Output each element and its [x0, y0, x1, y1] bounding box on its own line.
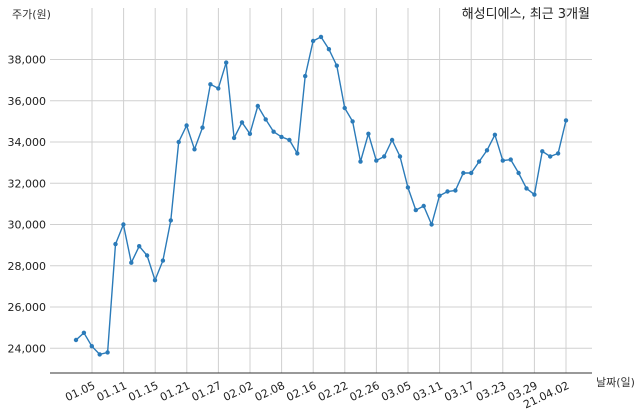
price-point: [508, 157, 513, 162]
price-point: [476, 159, 482, 164]
x-tick-labels: 01.0501.1101.1501.2101.2702.0202.0802.16…: [63, 379, 571, 411]
y-tick-labels: 24,000 26,000 28,000 30,000 32,000 34,000 36,0…: [8, 54, 47, 356]
price-point: [342, 105, 347, 111]
price-point: [184, 123, 189, 128]
price-point: [208, 82, 213, 87]
price-point: [413, 207, 418, 213]
y-tick-label: 38,000: [8, 54, 47, 67]
price-point: [469, 170, 474, 176]
price-point: [310, 38, 316, 44]
x-tick-label: 02.08: [253, 379, 287, 404]
price-point: [453, 188, 458, 193]
price-point: [200, 125, 205, 130]
price-point: [97, 352, 102, 357]
price-point: [287, 137, 292, 143]
chart-title: 해성디에스, 최근 3개월: [462, 7, 590, 22]
price-point: [516, 170, 521, 176]
price-point: [224, 60, 229, 65]
price-point: [500, 158, 505, 163]
x-tick-label: 02.16: [284, 379, 318, 404]
price-point: [382, 154, 387, 159]
price-point: [318, 34, 324, 40]
y-tick-label: 36,000: [8, 95, 47, 108]
y-tick-label: 28,000: [8, 260, 47, 273]
price-point: [255, 103, 260, 109]
price-point: [350, 119, 355, 124]
price-point: [484, 148, 490, 153]
price-point: [445, 189, 450, 194]
price-point: [121, 222, 126, 227]
price-point: [429, 222, 434, 227]
price-point: [105, 350, 110, 355]
x-axis-label: 날짜(일): [596, 375, 635, 389]
x-tick-label: 01.05: [63, 379, 97, 404]
y-tick-label: 34,000: [8, 136, 47, 149]
price-point: [239, 120, 245, 125]
price-point: [137, 244, 142, 249]
price-point: [144, 253, 150, 258]
x-tick-label: 01.11: [95, 379, 129, 404]
price-point: [358, 159, 363, 164]
y-tick-label: 32,000: [8, 177, 47, 190]
price-series: [73, 34, 569, 357]
x-tick-label: 02.26: [348, 379, 382, 404]
grid-lines: [50, 8, 592, 373]
y-tick-label: 26,000: [8, 301, 47, 314]
price-point: [271, 129, 276, 134]
price-point: [216, 86, 221, 91]
price-point: [113, 241, 118, 247]
price-point: [192, 147, 197, 152]
price-point: [548, 154, 553, 159]
price-point: [374, 158, 379, 163]
price-point: [231, 135, 237, 141]
price-point: [532, 192, 537, 197]
price-point: [279, 134, 284, 140]
price-point: [421, 203, 426, 209]
price-point: [73, 337, 79, 343]
x-tick-label: 02.22: [316, 379, 350, 404]
price-point: [461, 170, 466, 176]
price-point: [168, 218, 173, 223]
y-tick-label: 30,000: [8, 219, 47, 232]
price-point: [555, 151, 561, 156]
price-point: [81, 330, 87, 335]
y-tick-label: 24,000: [8, 342, 47, 355]
x-tick-label: 03.05: [379, 379, 413, 404]
price-point: [303, 73, 308, 79]
price-point: [263, 117, 268, 122]
price-point: [295, 151, 300, 156]
price-point: [129, 260, 134, 265]
price-point: [437, 193, 442, 198]
price-point: [492, 132, 498, 137]
price-point: [176, 139, 181, 145]
x-tick-label: 03.11: [411, 379, 445, 404]
price-point: [524, 186, 529, 191]
y-axis-label: 주가(원): [12, 8, 51, 21]
x-tick-label: 01.27: [190, 379, 224, 404]
price-point: [152, 278, 158, 283]
x-tick-label: 03.23: [474, 379, 508, 404]
x-tick-label: 01.21: [158, 379, 192, 404]
price-point: [563, 118, 569, 123]
x-tick-label: 03.17: [442, 379, 476, 404]
price-point: [247, 131, 253, 136]
price-point: [540, 149, 545, 154]
price-point: [334, 63, 339, 68]
price-point: [366, 131, 371, 136]
x-tick-label: 01.15: [126, 379, 160, 404]
price-point: [160, 258, 166, 263]
price-point: [405, 185, 411, 190]
price-point: [389, 137, 395, 143]
price-point: [89, 344, 95, 349]
x-tick-label: 02.02: [221, 379, 255, 404]
price-point: [397, 154, 403, 159]
price-point: [326, 47, 332, 52]
